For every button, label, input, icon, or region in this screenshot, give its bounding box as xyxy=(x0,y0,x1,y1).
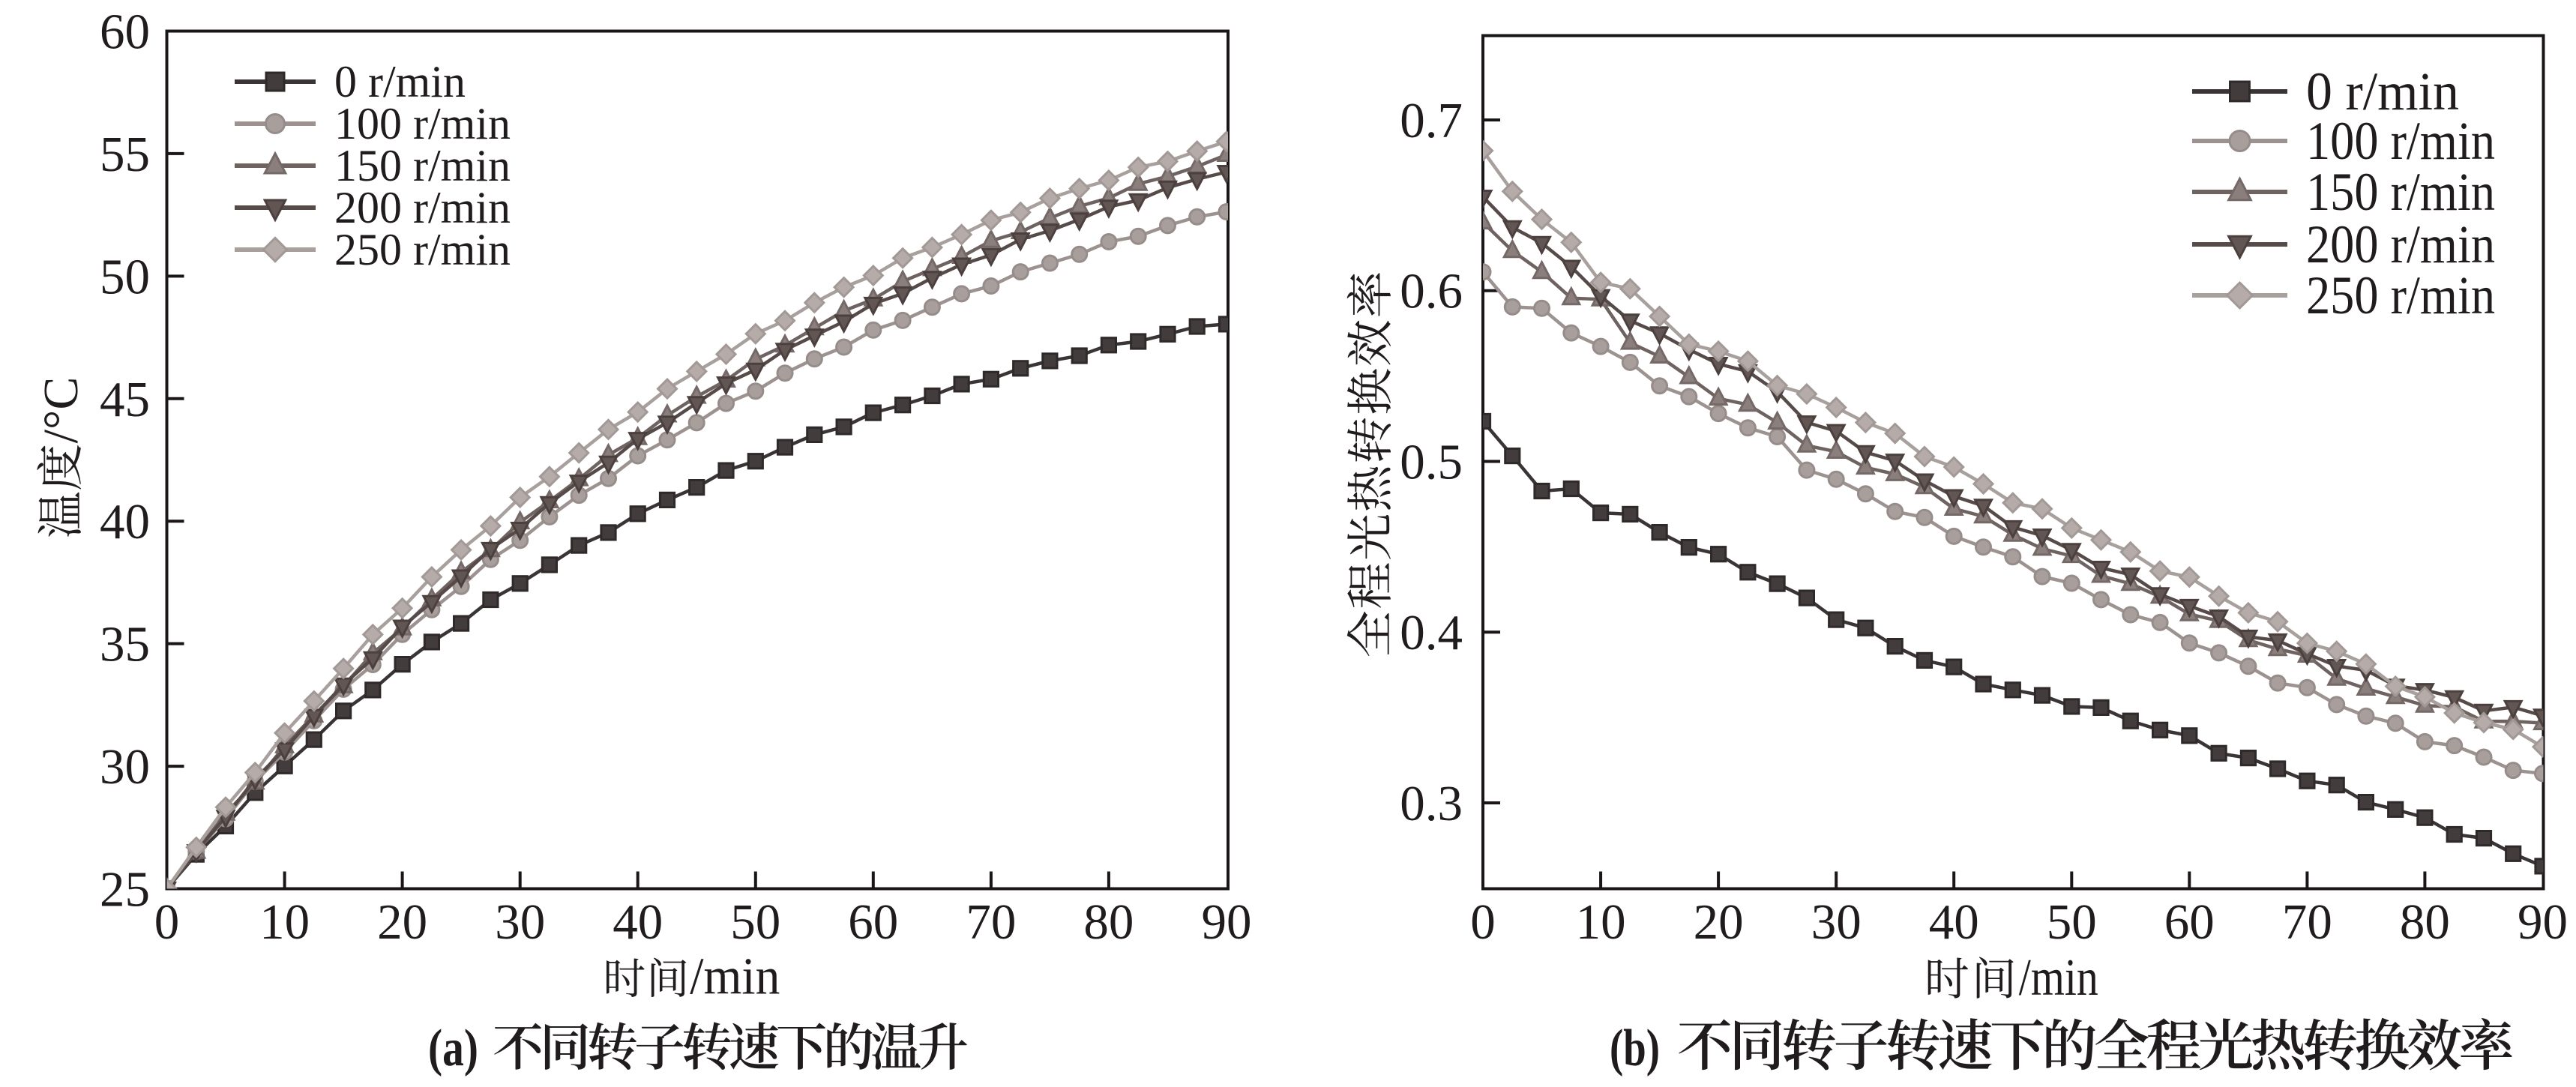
svg-text:70: 70 xyxy=(2282,894,2332,950)
svg-text:80: 80 xyxy=(1083,894,1134,950)
svg-text:250 r/min: 250 r/min xyxy=(334,225,511,274)
svg-text:50: 50 xyxy=(100,249,150,304)
svg-text:10: 10 xyxy=(1576,894,1626,950)
svg-text:40: 40 xyxy=(613,894,663,950)
svg-text:20: 20 xyxy=(377,894,427,950)
svg-text:0.5: 0.5 xyxy=(1400,435,1463,490)
svg-text:(b): (b) xyxy=(1610,1020,1660,1077)
svg-text:/min: /min xyxy=(690,948,780,1006)
svg-text:60: 60 xyxy=(2164,894,2215,950)
svg-text:90: 90 xyxy=(1202,894,1252,950)
svg-text:100 r/min: 100 r/min xyxy=(2306,111,2495,171)
svg-text:40: 40 xyxy=(100,494,150,549)
svg-text:40: 40 xyxy=(1929,894,1979,950)
svg-text:100 r/min: 100 r/min xyxy=(334,99,511,148)
svg-text:0.6: 0.6 xyxy=(1400,264,1463,319)
svg-text:0.4: 0.4 xyxy=(1400,605,1463,660)
svg-text:45: 45 xyxy=(100,372,150,427)
svg-text:25: 25 xyxy=(100,862,150,918)
svg-text:10: 10 xyxy=(259,894,310,950)
svg-text:0.7: 0.7 xyxy=(1400,93,1463,148)
svg-text:30: 30 xyxy=(100,739,150,795)
svg-text:150 r/min: 150 r/min xyxy=(2306,162,2495,222)
svg-text:30: 30 xyxy=(1811,894,1862,950)
svg-text:0: 0 xyxy=(1470,894,1496,950)
svg-text:30: 30 xyxy=(495,894,545,950)
svg-text:60: 60 xyxy=(848,894,898,950)
svg-text:0 r/min: 0 r/min xyxy=(2306,61,2459,121)
svg-text:200 r/min: 200 r/min xyxy=(334,183,511,232)
svg-text:0.3: 0.3 xyxy=(1400,776,1463,831)
svg-text:50: 50 xyxy=(2047,894,2097,950)
svg-text:60: 60 xyxy=(100,4,150,60)
svg-text:/min: /min xyxy=(2019,949,2098,1007)
svg-text:200 r/min: 200 r/min xyxy=(2306,214,2495,274)
svg-text:250 r/min: 250 r/min xyxy=(2306,265,2495,325)
svg-text:20: 20 xyxy=(1694,894,1744,950)
svg-text:0 r/min: 0 r/min xyxy=(334,57,466,106)
svg-text:150 r/min: 150 r/min xyxy=(334,141,511,190)
svg-text:35: 35 xyxy=(100,617,150,672)
svg-text:70: 70 xyxy=(966,894,1016,950)
svg-text:80: 80 xyxy=(2400,894,2450,950)
svg-text:90: 90 xyxy=(2518,894,2568,950)
svg-text:50: 50 xyxy=(730,894,780,950)
svg-text:0: 0 xyxy=(154,894,180,950)
svg-text:55: 55 xyxy=(100,127,150,182)
svg-text:(a): (a) xyxy=(428,1020,478,1077)
svg-text:/°C: /°C xyxy=(34,377,88,444)
